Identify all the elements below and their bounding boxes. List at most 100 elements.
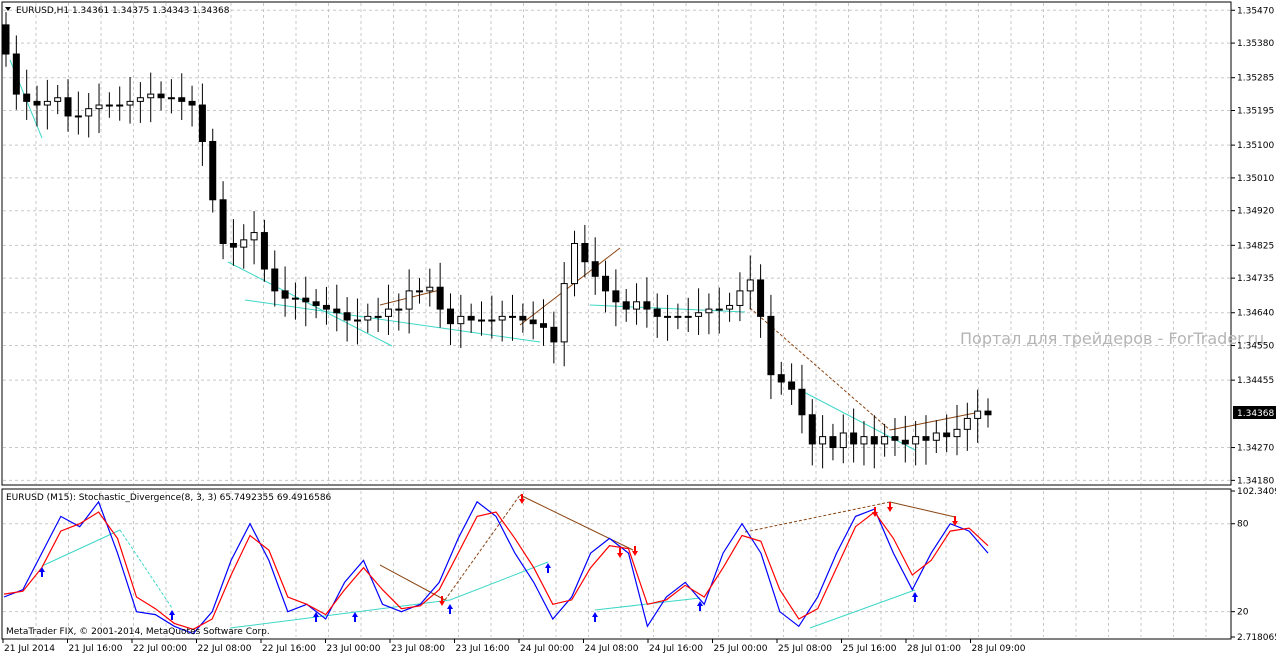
divergence-line — [444, 494, 521, 601]
time-axis-label: 28 Jul 01:00 — [907, 644, 961, 654]
candle-body — [12, 53, 20, 95]
candle-body — [695, 312, 703, 317]
copyright-text: MetaTrader FIX, © 2001-2014, MetaQuotes … — [6, 627, 270, 637]
price-axis-label: 1.34640 — [1237, 309, 1274, 319]
arrow-up-icon — [592, 612, 598, 622]
candle-body — [881, 436, 889, 445]
indicator-axis-label: 2.718065 — [1237, 633, 1276, 643]
candle-body — [705, 308, 713, 314]
chevron-down-icon[interactable] — [5, 7, 11, 11]
candle-body — [157, 93, 165, 99]
candle-body — [808, 414, 816, 445]
candle-body — [395, 308, 403, 311]
candle-body — [819, 436, 827, 445]
price-axis-label: 1.35380 — [1237, 39, 1274, 49]
arrow-down-icon — [887, 502, 893, 512]
arrow-down-icon — [519, 494, 525, 504]
arrow-up-icon — [447, 604, 453, 614]
divergence-line — [809, 589, 916, 629]
candle-body — [105, 104, 113, 107]
current-price-label: 1.34368 — [1237, 409, 1274, 419]
candle-body — [736, 290, 744, 306]
grid — [3, 3, 1230, 637]
candle-body — [54, 97, 62, 102]
time-axis-label: 28 Jul 09:00 — [972, 644, 1026, 654]
divergence-line — [244, 299, 541, 343]
indicator-panel-frame — [1, 488, 1232, 640]
candle-body — [260, 232, 268, 270]
arrow-up-icon — [912, 592, 918, 602]
time-axis-label: 24 Jul 00:00 — [520, 644, 574, 654]
candle-body — [219, 199, 227, 244]
candle-body — [509, 315, 517, 318]
time-axis-label: 21 Jul 2014 — [4, 644, 55, 654]
candle-body — [240, 239, 248, 248]
watermark-text: Портал для трейдеров - ForTrader.ru — [960, 329, 1264, 348]
arrow-up-icon — [169, 610, 175, 620]
arrow-down-icon — [952, 516, 958, 526]
candle-body — [426, 286, 434, 292]
symbol-info: EURUSD,H1 1.34361 1.34375 1.34343 1.3436… — [16, 6, 230, 16]
time-axis-label: 22 Jul 00:00 — [133, 644, 187, 654]
divergence-line — [379, 564, 446, 601]
indicator-info: EURUSD (M15): Stochastic_Divergence(8, 3… — [6, 493, 332, 503]
candle-body — [674, 315, 682, 318]
divergence-line — [227, 261, 393, 347]
candle-body — [839, 432, 847, 449]
candle-body — [633, 301, 641, 310]
time-axis-label: 25 Jul 00:00 — [714, 644, 768, 654]
candle-body — [446, 308, 454, 325]
candle-body — [984, 410, 992, 416]
candle-body — [901, 439, 909, 445]
time-axis-label: 23 Jul 08:00 — [391, 644, 445, 654]
candle-body — [467, 315, 475, 321]
arrow-down-icon — [617, 548, 623, 558]
divergence-line — [519, 247, 621, 326]
candle-body — [333, 308, 341, 314]
candle-body — [302, 297, 310, 303]
stochastic-main-line — [3, 500, 989, 635]
candle-body — [715, 308, 723, 311]
candle-body — [788, 381, 796, 390]
candle-body — [498, 315, 506, 321]
candle-body — [209, 140, 217, 201]
arrow-up-icon — [313, 612, 319, 622]
candle-body — [281, 290, 289, 299]
candle-body — [384, 308, 392, 317]
time-axis-label: 24 Jul 16:00 — [649, 644, 703, 654]
candle-body — [374, 315, 382, 318]
candle-body — [64, 97, 72, 117]
current-price-marker — [1233, 406, 1276, 419]
candle-body — [943, 432, 951, 438]
arrow-up-icon — [697, 601, 703, 611]
candle-body — [529, 319, 537, 325]
candle-body — [922, 436, 930, 441]
candle-body — [126, 100, 134, 106]
divergence-line — [119, 529, 173, 609]
candle-body — [353, 319, 361, 322]
candle-body — [591, 261, 599, 277]
candle-body — [322, 304, 330, 310]
candle-body — [147, 93, 155, 99]
time-axis: 21 Jul 2014 21 Jul 16:00 22 Jul 00:00 22 Ju… — [2, 639, 1026, 654]
candle-body — [43, 100, 51, 106]
candle-body — [550, 326, 558, 343]
candle-body — [581, 243, 589, 263]
candle-body — [519, 315, 527, 321]
candle-body — [664, 315, 672, 318]
candle-body — [343, 312, 351, 321]
candle-body — [188, 100, 196, 106]
candle-body — [477, 319, 485, 322]
candle-body — [953, 428, 961, 438]
price-axis-label: 1.34920 — [1237, 207, 1274, 217]
candles — [2, 12, 992, 469]
candle-body — [767, 315, 775, 376]
candle-body — [653, 308, 661, 317]
divergence-line — [41, 529, 121, 567]
candle-body — [850, 432, 858, 445]
candle-body — [178, 97, 186, 102]
indicator-axis-label: 80 — [1237, 520, 1249, 530]
price-axis-label: 1.34735 — [1237, 274, 1274, 284]
candle-body — [33, 100, 41, 106]
